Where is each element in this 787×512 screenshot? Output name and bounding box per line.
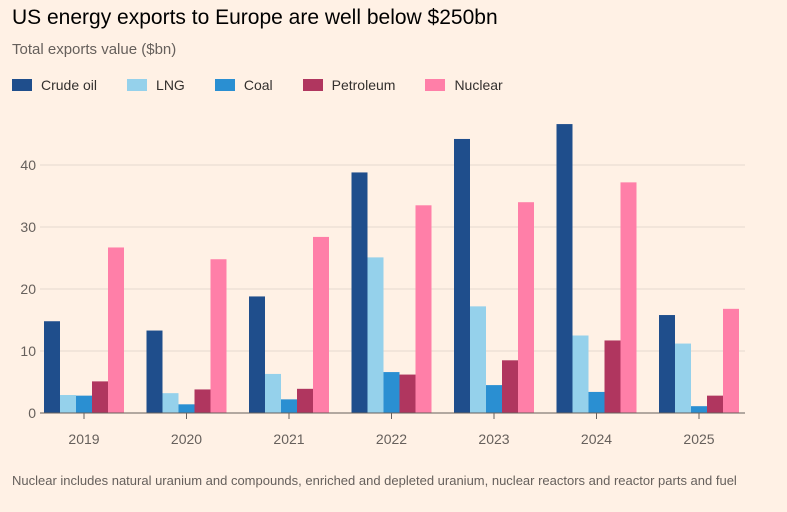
legend-item-crude-oil: Crude oil xyxy=(12,77,97,93)
bar-lng-2021 xyxy=(265,373,281,413)
x-tick-label: 2024 xyxy=(581,431,612,447)
bar-lng-2023 xyxy=(470,306,486,413)
bar-lng-2025 xyxy=(675,343,691,413)
legend-label: Petroleum xyxy=(331,77,396,93)
x-tick-label: 2025 xyxy=(683,431,714,447)
x-tick-label: 2022 xyxy=(376,431,407,447)
y-tick-label: 20 xyxy=(20,281,36,297)
y-tick-label: 0 xyxy=(28,405,36,421)
bar-coal-2021 xyxy=(281,399,297,413)
bar-petroleum-2023 xyxy=(502,360,518,413)
x-axis: 2019 2020 2021 2022 2023 2024 2025 xyxy=(40,412,745,447)
bar-lng-2024 xyxy=(572,335,589,413)
bar-coal-2020 xyxy=(178,404,195,413)
bar-coal-2025 xyxy=(691,406,707,413)
legend-swatch xyxy=(127,79,148,91)
legend-swatch xyxy=(425,79,446,91)
bar-crude-oil-2021 xyxy=(249,296,265,413)
bar-chart: 0 10 20 30 40 2019 2020 2021 2022 2023 2024 2025 xyxy=(20,124,745,447)
chart-legend: Crude oil LNG Coal Petroleum Nuclear xyxy=(12,76,503,94)
legend-label: Crude oil xyxy=(41,77,98,93)
chart-title: US energy exports to Europe are well bel… xyxy=(12,6,498,29)
legend-swatch xyxy=(12,79,32,91)
x-tick-label: 2021 xyxy=(273,431,304,447)
y-axis-tick-labels: 0 10 20 30 40 xyxy=(20,157,36,421)
bar-nuclear-2023 xyxy=(518,202,534,413)
x-tick-label: 2020 xyxy=(171,431,202,447)
bar-lng-2020 xyxy=(162,393,179,413)
bar-lng-2022 xyxy=(367,257,384,413)
legend-item-lng: LNG xyxy=(127,77,185,93)
bar-crude-oil-2022 xyxy=(351,172,368,413)
bar-coal-2023 xyxy=(486,385,502,413)
bar-crude-oil-2020 xyxy=(146,330,163,413)
legend-label: LNG xyxy=(156,77,185,93)
bar-petroleum-2022 xyxy=(399,374,416,413)
bar-nuclear-2021 xyxy=(313,236,329,413)
bar-crude-oil-2023 xyxy=(454,138,470,413)
legend-item-nuclear: Nuclear xyxy=(425,77,503,93)
chart-footnote: Nuclear includes natural uranium and com… xyxy=(12,473,737,488)
chart-subtitle: Total exports value ($bn) xyxy=(12,41,177,58)
legend-label: Coal xyxy=(243,77,273,93)
bar-petroleum-2019 xyxy=(92,381,108,413)
bar-coal-2022 xyxy=(383,372,400,413)
bar-petroleum-2020 xyxy=(194,389,211,413)
y-tick-label: 30 xyxy=(20,219,36,235)
x-tick-label: 2023 xyxy=(478,431,509,447)
bar-nuclear-2020 xyxy=(210,259,227,413)
bar-nuclear-2019 xyxy=(108,247,124,413)
y-tick-label: 40 xyxy=(20,157,36,173)
bar-petroleum-2024 xyxy=(604,340,621,413)
x-tick-label: 2019 xyxy=(68,431,99,447)
bar-lng-2019 xyxy=(60,395,76,413)
bar-petroleum-2021 xyxy=(297,388,313,413)
bars xyxy=(44,124,739,413)
bar-nuclear-2024 xyxy=(620,182,637,413)
bar-nuclear-2025 xyxy=(723,308,739,413)
bar-coal-2024 xyxy=(588,391,605,413)
bar-petroleum-2025 xyxy=(707,395,723,413)
legend-swatch xyxy=(302,79,323,91)
bar-crude-oil-2024 xyxy=(556,124,573,413)
legend-item-coal: Coal xyxy=(214,77,273,93)
bar-nuclear-2022 xyxy=(415,205,432,413)
gridlines xyxy=(40,164,745,352)
y-tick-label: 10 xyxy=(20,343,36,359)
legend-label: Nuclear xyxy=(454,77,503,93)
bar-crude-oil-2025 xyxy=(659,315,675,413)
bar-coal-2019 xyxy=(76,395,92,413)
legend-item-petroleum: Petroleum xyxy=(302,77,396,93)
bar-crude-oil-2019 xyxy=(44,321,60,413)
legend-swatch xyxy=(214,79,235,91)
